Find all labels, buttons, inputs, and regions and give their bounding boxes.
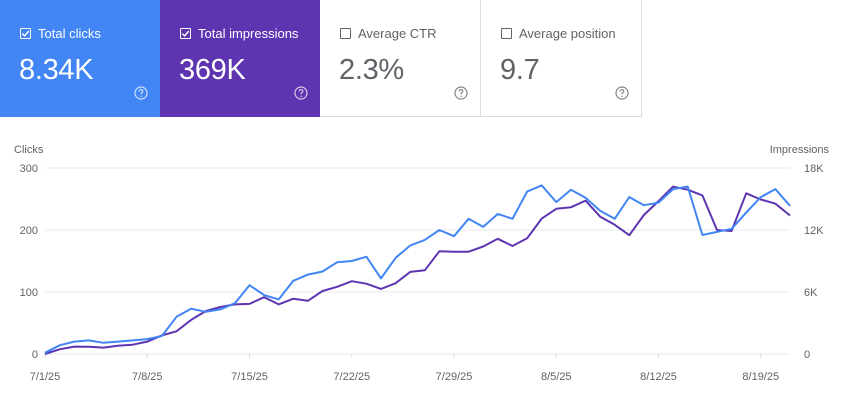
metric-card-total-impressions[interactable]: Total impressions 369K <box>160 0 320 117</box>
checkbox-checked-icon[interactable] <box>180 28 191 39</box>
metric-header: Average CTR <box>340 26 437 41</box>
right-tick-label: 6K <box>804 287 818 299</box>
chart-series <box>44 184 791 355</box>
x-tick-label: 7/29/25 <box>436 371 473 383</box>
metric-card-total-clicks[interactable]: Total clicks 8.34K <box>0 0 160 117</box>
right-tick-label: 18K <box>804 163 824 175</box>
x-tick-label: 7/1/25 <box>30 371 61 383</box>
metric-cards: Total clicks 8.34K Total impressions 369… <box>0 0 643 117</box>
x-tick-label: 8/5/25 <box>541 371 572 383</box>
right-tick-label: 0 <box>804 349 810 361</box>
metric-label: Average CTR <box>358 26 437 41</box>
help-circle-icon[interactable] <box>615 86 629 100</box>
help-circle-icon[interactable] <box>134 86 148 100</box>
left-tick-label: 200 <box>20 225 38 237</box>
metric-header: Total clicks <box>20 26 101 41</box>
left-tick-label: 100 <box>20 287 38 299</box>
right-axis-title: Impressions <box>770 144 830 156</box>
metric-label: Total impressions <box>198 26 299 41</box>
help-circle-icon[interactable] <box>294 86 308 100</box>
metric-value: 2.3% <box>339 54 404 86</box>
right-tick-label: 12K <box>804 225 824 237</box>
metric-value: 8.34K <box>19 54 94 86</box>
metric-value: 9.7 <box>500 54 540 86</box>
help-circle-icon[interactable] <box>454 86 468 100</box>
x-axis-ticks: 7/1/25 7/8/25 7/15/25 7/22/25 7/29/25 8/5/25 8… <box>30 354 779 383</box>
checkbox-unchecked-icon[interactable] <box>340 28 351 39</box>
left-axis-title: Clicks <box>14 144 44 156</box>
x-tick-label: 8/19/25 <box>742 371 779 383</box>
metric-card-average-ctr[interactable]: Average CTR 2.3% <box>320 0 481 117</box>
checkbox-checked-icon[interactable] <box>20 28 31 39</box>
left-axis-ticks: 300 200 100 0 <box>20 163 38 361</box>
metric-label: Average position <box>519 26 616 41</box>
x-tick-label: 7/8/25 <box>132 371 163 383</box>
metric-label: Total clicks <box>38 26 101 41</box>
right-axis-ticks: 18K 12K 6K 0 <box>804 163 824 361</box>
clicks-series-line <box>44 184 791 354</box>
x-tick-label: 8/12/25 <box>640 371 677 383</box>
x-tick-label: 7/22/25 <box>333 371 370 383</box>
chart-grid <box>45 167 790 355</box>
left-tick-label: 0 <box>32 349 38 361</box>
checkbox-unchecked-icon[interactable] <box>501 28 512 39</box>
metric-card-average-position[interactable]: Average position 9.7 <box>481 0 642 117</box>
impressions-series-line <box>44 185 791 355</box>
metric-value: 369K <box>179 54 246 86</box>
left-tick-label: 300 <box>20 163 38 175</box>
x-tick-label: 7/15/25 <box>231 371 268 383</box>
metric-header: Total impressions <box>180 26 298 41</box>
metric-header: Average position <box>501 26 616 41</box>
